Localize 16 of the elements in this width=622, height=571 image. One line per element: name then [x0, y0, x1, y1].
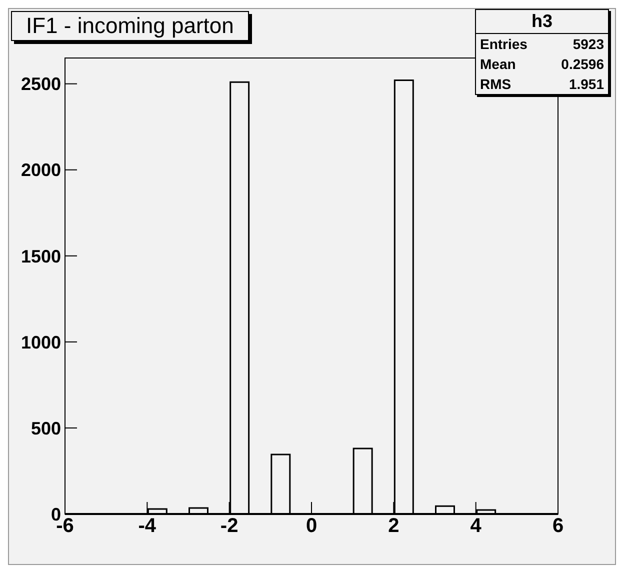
y-tick-label: 500	[30, 418, 61, 438]
x-tick-label: 2	[388, 515, 400, 538]
x-tick-label: -2	[220, 515, 238, 538]
text: Mean 0.2596	[480, 56, 604, 72]
y-tick-label: 2000	[20, 160, 61, 180]
text: RMS 1.951	[480, 76, 604, 92]
y-tick-label: 1000	[20, 332, 61, 352]
y-tick-label: 2500	[20, 74, 61, 94]
chart-title: IF1 - incoming parton	[11, 11, 249, 41]
y-tick-label: 1500	[20, 246, 61, 266]
text: h3	[476, 10, 608, 34]
x-tick-label: 0	[306, 515, 318, 538]
x-tick-label: 4	[470, 515, 482, 538]
x-tick-label: 6	[552, 515, 564, 538]
text: Entries 5923	[480, 36, 604, 52]
x-tick-label: -4	[138, 515, 157, 538]
